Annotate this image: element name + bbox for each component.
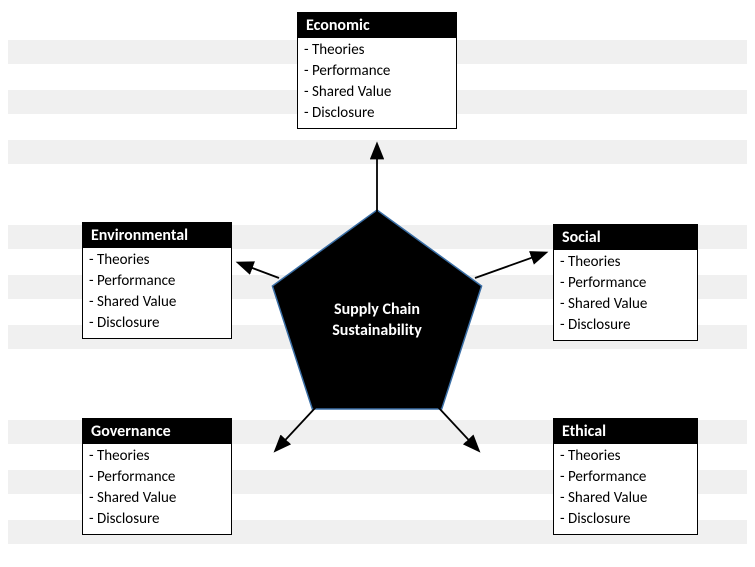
category-item: - Shared Value bbox=[89, 488, 225, 509]
category-box-ethical: Ethical- Theories- Performance- Shared V… bbox=[553, 418, 698, 535]
category-header-social: Social bbox=[554, 225, 697, 250]
category-body-environmental: - Theories- Performance- Shared Value- D… bbox=[83, 248, 231, 338]
category-item: - Performance bbox=[560, 467, 691, 488]
category-header-ethical: Ethical bbox=[554, 419, 697, 444]
category-header-environmental: Environmental bbox=[83, 223, 231, 248]
arrow-governance bbox=[276, 407, 316, 450]
category-item: - Disclosure bbox=[89, 509, 225, 530]
category-item: - Theories bbox=[560, 446, 691, 467]
arrow-ethical bbox=[438, 407, 478, 450]
pentagon-label: Supply Chain Sustainability bbox=[297, 300, 457, 342]
pentagon-label-line1: Supply Chain bbox=[334, 300, 420, 319]
category-box-environmental: Environmental- Theories- Performance- Sh… bbox=[82, 222, 232, 339]
category-box-economic: Economic- Theories- Performance- Shared … bbox=[297, 12, 457, 129]
category-box-social: Social- Theories- Performance- Shared Va… bbox=[553, 224, 698, 341]
category-item: - Disclosure bbox=[560, 315, 691, 336]
category-item: - Shared Value bbox=[304, 82, 450, 103]
category-item: - Theories bbox=[304, 40, 450, 61]
category-item: - Shared Value bbox=[89, 292, 225, 313]
category-body-social: - Theories- Performance- Shared Value- D… bbox=[554, 250, 697, 340]
category-item: - Performance bbox=[304, 61, 450, 82]
arrow-environmental bbox=[239, 263, 279, 278]
category-item: - Disclosure bbox=[89, 313, 225, 334]
category-body-governance: - Theories- Performance- Shared Value- D… bbox=[83, 444, 231, 534]
category-item: - Performance bbox=[89, 271, 225, 292]
arrow-social bbox=[475, 253, 545, 278]
category-header-economic: Economic bbox=[298, 13, 456, 38]
category-body-economic: - Theories- Performance- Shared Value- D… bbox=[298, 38, 456, 128]
category-item: - Theories bbox=[560, 252, 691, 273]
category-body-ethical: - Theories- Performance- Shared Value- D… bbox=[554, 444, 697, 534]
category-item: - Shared Value bbox=[560, 488, 691, 509]
category-box-governance: Governance- Theories- Performance- Share… bbox=[82, 418, 232, 535]
pentagon-label-line2: Sustainability bbox=[332, 321, 422, 340]
category-item: - Shared Value bbox=[560, 294, 691, 315]
category-item: - Performance bbox=[560, 273, 691, 294]
category-header-governance: Governance bbox=[83, 419, 231, 444]
category-item: - Performance bbox=[89, 467, 225, 488]
category-item: - Disclosure bbox=[304, 103, 450, 124]
category-item: - Disclosure bbox=[560, 509, 691, 530]
category-item: - Theories bbox=[89, 446, 225, 467]
category-item: - Theories bbox=[89, 250, 225, 271]
